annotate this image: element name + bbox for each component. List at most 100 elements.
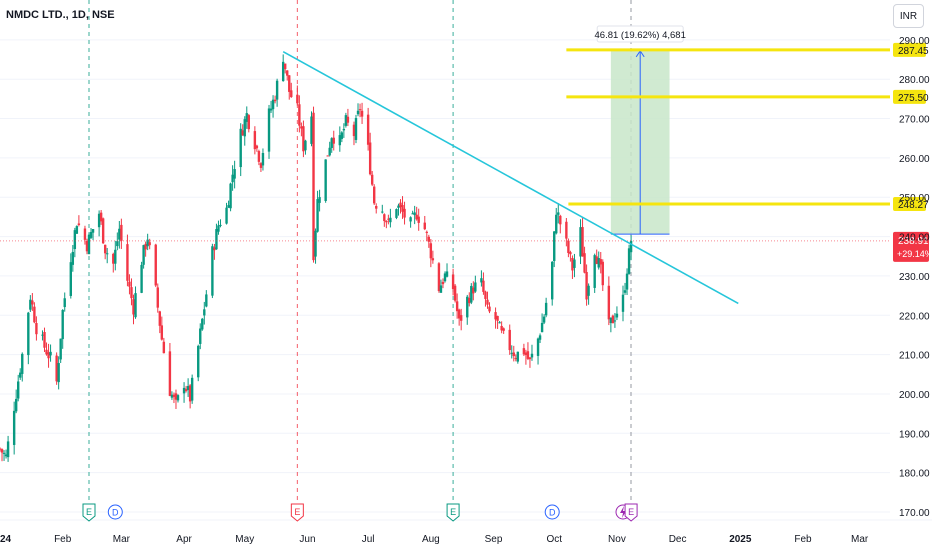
candle-body [425,231,428,233]
candle-body [275,80,279,100]
candle-body [530,353,534,358]
level-price-tag [893,89,926,104]
candle-body [247,115,250,130]
candle-body [35,323,38,335]
candle-body [356,110,360,115]
x-axis[interactable]: 2024 Feb Mar Apr May Jun Jul Aug Sep Oct Nov Dec 202… [0,534,869,545]
candle-body [451,274,455,290]
dividend-icon [544,504,560,520]
candle-body [597,258,600,268]
last-price-change: +29.14% [897,249,932,259]
candle-body [599,259,602,265]
candle-body [59,338,62,360]
candle-body [63,298,66,308]
candle-body [502,328,505,331]
candle-body [358,109,362,111]
candle-body [231,174,234,183]
candle-body [538,335,542,340]
candle-body [298,104,301,126]
candle-body [273,99,277,102]
candle-body [71,251,75,265]
earnings-icon-label: E [294,507,300,517]
candle-body [182,387,186,394]
candle-body [455,301,459,312]
candle-body [395,209,398,218]
candle-body [203,309,206,316]
candle-body [453,285,457,301]
candle-body [466,296,469,318]
candle-body [514,358,517,360]
candle-body [116,241,119,247]
x-tick-label: Feb [54,534,72,545]
earnings-icon [82,503,96,522]
candle-body [445,271,449,277]
x-tick-label: Apr [176,534,192,545]
candle-body [403,208,406,218]
candle-body [360,110,364,117]
candle-body [132,299,135,315]
candle-body [573,259,576,268]
candle-body [565,221,568,239]
candle-body [553,231,556,262]
last-price-label: 238.91 [898,236,929,247]
candle-body [201,318,204,330]
y-axis[interactable]: 170.00 180.00 190.00 200.00 210.00 220.00 230.… [899,36,930,519]
candle-body [413,212,416,216]
candle-body [310,116,313,144]
candle-body [162,341,166,354]
candle-body [89,232,93,238]
grid [0,39,890,513]
candle-body [370,174,374,185]
x-tick-label: May [235,534,254,545]
candle-body [484,291,487,299]
x-tick-label: Jul [362,534,375,545]
candle-body [427,236,431,242]
candle-body [211,246,214,296]
candle-body [148,242,151,246]
candle-body [296,94,299,104]
candle-body [2,452,6,454]
candle-body [593,255,596,288]
candle-body [290,90,293,98]
candle-body [443,273,447,282]
candle-body [31,300,34,305]
horizontal-levels[interactable]: 287.45 275.50 248.27 238.91 +29.14% [0,42,932,262]
trendline[interactable] [282,50,739,305]
candle-body [559,215,562,225]
candle-body [312,112,315,261]
candle-body [326,155,329,157]
level-price-label: 275.50 [898,93,929,104]
currency-button[interactable]: INR [893,4,924,28]
candle-body [217,225,220,232]
candle-body [300,126,303,129]
x-tick-label: Jun [299,534,315,545]
candle-body [585,272,588,300]
candle-body [516,351,520,362]
candle-body [579,227,582,257]
candle-body [480,278,483,283]
candle-body [627,248,631,274]
y-tick-label: 230.00 [899,272,930,283]
candle-body [544,302,548,316]
candle-body [611,315,615,324]
candle-body [83,228,87,240]
candle-body [128,281,131,287]
candle-body [188,385,192,402]
candle-body [156,287,159,308]
candle-body [239,128,242,168]
candle-body [233,169,236,179]
candle-body [245,113,248,122]
candle-body [215,229,218,250]
candle-body [130,287,133,299]
candle-body [500,325,503,331]
candle-body [57,363,60,383]
candle-body [286,70,289,76]
candle-body [571,257,574,271]
candle-body [587,285,590,296]
candle-body [118,228,121,240]
x-tick-label: 2024 [0,534,12,545]
candle-body [381,211,384,213]
candle-body [542,316,546,323]
